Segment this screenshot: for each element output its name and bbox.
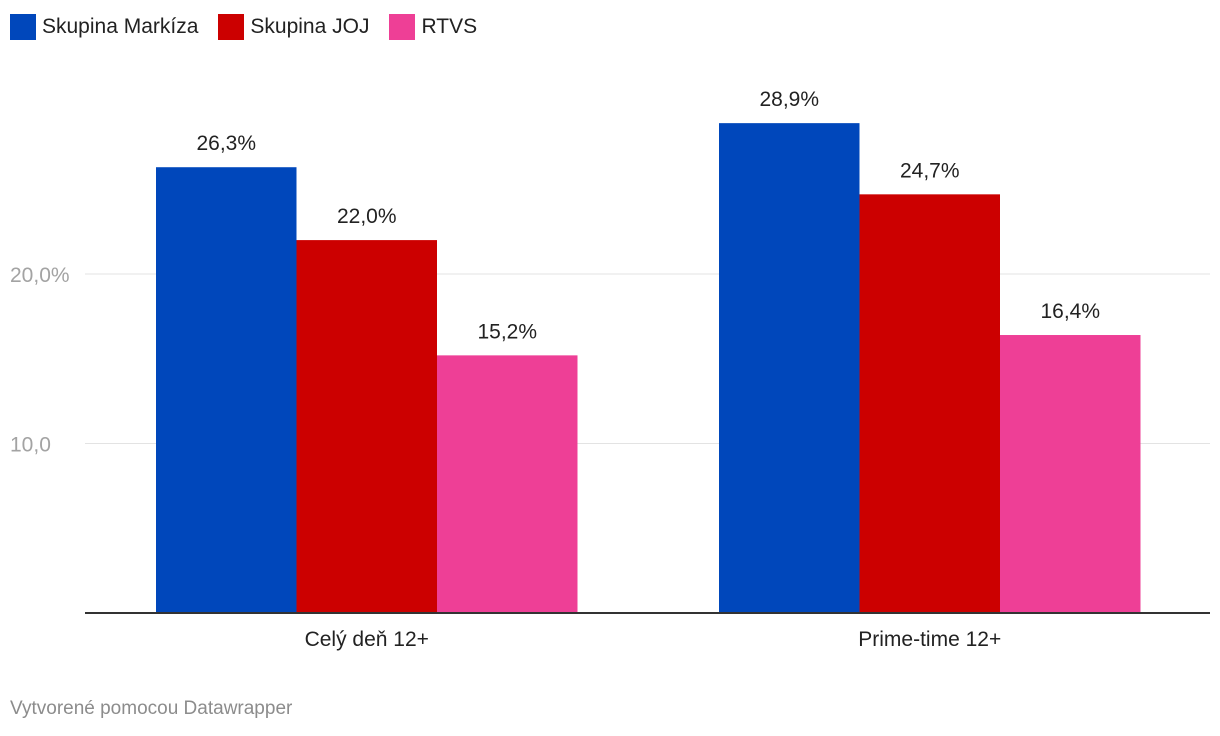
bar-1-1 [859, 194, 1000, 613]
y-tick-label-0: 20,0% [10, 264, 70, 287]
legend-item-markiza: Skupina Markíza [10, 14, 198, 40]
bar-0-0 [156, 167, 297, 613]
y-tick-label-1: 10,0 [10, 434, 51, 457]
legend-item-joj: Skupina JOJ [218, 14, 369, 40]
bar-2-0 [437, 355, 578, 613]
legend-label-joj: Skupina JOJ [250, 15, 370, 38]
bar-value-label-2-1: 16,4% [1040, 300, 1100, 323]
bar-value-label-1-1: 24,7% [900, 159, 960, 182]
bar-2-1 [1000, 335, 1141, 613]
legend-swatch-markiza [10, 14, 36, 40]
bar-value-label-2-0: 15,2% [477, 320, 537, 343]
footer-credit: Vytvorené pomocou Datawrapper [10, 698, 293, 719]
bar-value-label-1-0: 22,0% [337, 205, 397, 228]
bar-value-label-0-0: 26,3% [196, 132, 256, 155]
legend-swatch-joj [218, 14, 245, 40]
legend: Skupina Markíza Skupina JOJ RTVS [10, 12, 497, 42]
x-tick-label-0: Celý deň 12+ [305, 628, 429, 651]
legend-label-rtvs: RTVS [421, 15, 478, 38]
legend-item-rtvs: RTVS [389, 14, 477, 40]
x-tick-label-1: Prime-time 12+ [858, 628, 1001, 651]
bar-value-label-0-1: 28,9% [759, 88, 819, 111]
legend-swatch-rtvs [389, 14, 416, 40]
bar-1-0 [296, 240, 437, 613]
legend-label-markiza: Skupina Markíza [42, 15, 199, 38]
bar-0-1 [719, 123, 860, 614]
